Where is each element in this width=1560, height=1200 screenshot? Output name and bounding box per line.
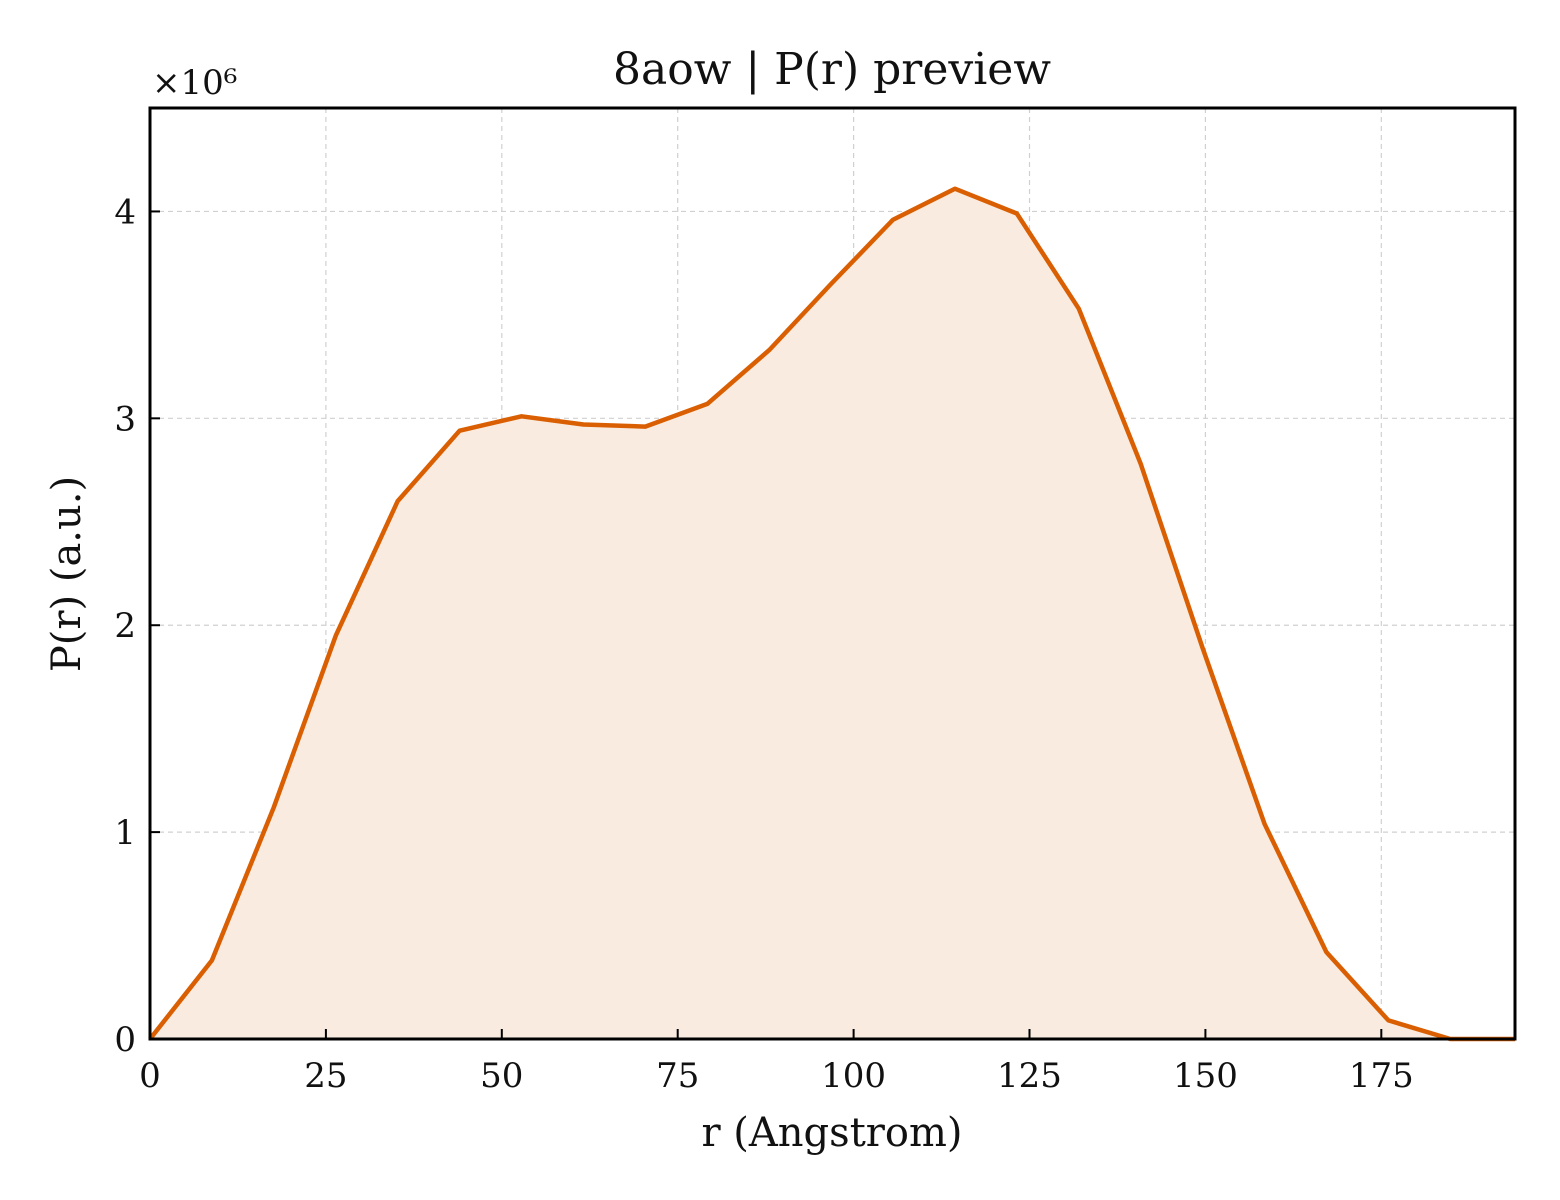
x-tick-label: 175 [1349,1056,1414,1096]
pr-area-fill [150,188,1515,1039]
y-tick-label: 0 [114,1020,136,1060]
x-tick-label: 100 [821,1056,886,1096]
x-tick-label: 25 [304,1056,347,1096]
x-tick-label: 125 [997,1056,1062,1096]
y-tick-label: 1 [114,813,136,853]
x-tick-label: 50 [480,1056,523,1096]
y-tick-label: 3 [114,399,136,439]
x-tick-label: 0 [139,1056,161,1096]
plot-frame [148,106,1517,1041]
chart-title: 8aow | P(r) preview [613,44,1051,95]
y-scale-multiplier: ×10⁶ [152,63,237,103]
y-axis-label: P(r) (a.u.) [44,476,90,672]
x-axis-label: r (Angstrom) [701,1110,962,1156]
x-tick-label: 75 [656,1056,699,1096]
x-tick-label: 150 [1173,1056,1238,1096]
tick-layer: 0 25 50 75 100 125 150 175 0 1 2 3 4 [114,192,1413,1096]
pr-series-line [148,186,1515,1042]
y-tick-label: 2 [114,606,136,646]
y-tick-label: 4 [114,192,136,232]
